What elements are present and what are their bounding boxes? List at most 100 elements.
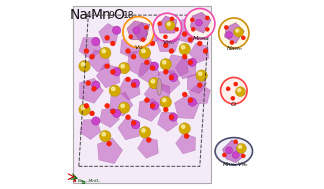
Polygon shape: [127, 21, 150, 40]
Circle shape: [197, 83, 202, 88]
Circle shape: [167, 22, 170, 26]
Polygon shape: [176, 133, 196, 154]
Polygon shape: [165, 55, 188, 79]
Circle shape: [232, 152, 239, 158]
Circle shape: [234, 82, 238, 86]
Circle shape: [90, 111, 95, 116]
Polygon shape: [118, 117, 140, 140]
Circle shape: [199, 72, 202, 75]
Circle shape: [79, 104, 90, 115]
Circle shape: [91, 86, 97, 91]
Circle shape: [219, 18, 249, 48]
Polygon shape: [175, 17, 201, 43]
Circle shape: [125, 77, 131, 82]
Circle shape: [102, 132, 106, 136]
Circle shape: [119, 102, 130, 113]
Circle shape: [129, 35, 133, 39]
Polygon shape: [127, 50, 153, 76]
Circle shape: [163, 43, 168, 48]
Circle shape: [141, 38, 145, 42]
Circle shape: [109, 85, 121, 96]
FancyBboxPatch shape: [73, 6, 211, 183]
Circle shape: [158, 22, 162, 26]
Text: a: a: [73, 178, 76, 183]
Circle shape: [112, 68, 121, 76]
Ellipse shape: [157, 78, 162, 95]
Circle shape: [188, 98, 196, 106]
Circle shape: [169, 49, 174, 53]
Circle shape: [203, 49, 208, 53]
Circle shape: [79, 60, 90, 72]
Circle shape: [184, 134, 189, 139]
Polygon shape: [175, 95, 199, 119]
Circle shape: [226, 87, 230, 91]
Text: O: O: [113, 8, 124, 22]
Circle shape: [110, 69, 115, 74]
Circle shape: [188, 58, 196, 67]
Polygon shape: [79, 78, 103, 103]
Circle shape: [231, 96, 235, 100]
Circle shape: [105, 64, 110, 69]
Circle shape: [237, 89, 241, 92]
Circle shape: [150, 26, 158, 34]
Circle shape: [195, 19, 202, 26]
Text: Na$_{Mn}$: Na$_{Mn}$: [226, 44, 243, 53]
Polygon shape: [136, 23, 161, 47]
Text: Mn$_{Na}$·V$_{Mn}$: Mn$_{Na}$·V$_{Mn}$: [222, 160, 249, 170]
Circle shape: [132, 121, 140, 129]
Circle shape: [181, 125, 185, 128]
Circle shape: [132, 79, 140, 87]
Circle shape: [163, 98, 166, 102]
Circle shape: [139, 47, 151, 59]
Circle shape: [142, 129, 145, 132]
Circle shape: [125, 115, 131, 120]
Circle shape: [110, 41, 115, 46]
Polygon shape: [156, 70, 180, 94]
Circle shape: [145, 35, 149, 40]
Circle shape: [163, 35, 168, 39]
Circle shape: [169, 73, 178, 82]
Circle shape: [188, 98, 193, 103]
Circle shape: [150, 41, 155, 46]
Circle shape: [121, 64, 124, 68]
Circle shape: [241, 154, 245, 158]
Circle shape: [179, 43, 191, 55]
Circle shape: [165, 21, 175, 30]
Circle shape: [222, 153, 226, 157]
Polygon shape: [99, 23, 119, 43]
Circle shape: [151, 80, 155, 83]
Circle shape: [132, 39, 140, 48]
Polygon shape: [224, 23, 244, 43]
Circle shape: [185, 9, 215, 39]
Circle shape: [191, 27, 195, 31]
Circle shape: [100, 47, 111, 59]
Circle shape: [100, 130, 111, 142]
Circle shape: [196, 70, 207, 81]
Polygon shape: [189, 43, 209, 63]
Polygon shape: [158, 16, 177, 33]
Circle shape: [182, 92, 187, 97]
Text: Na₀.₄₄MnO₂: Na₀.₄₄MnO₂: [78, 179, 101, 183]
Circle shape: [150, 102, 158, 110]
Polygon shape: [88, 50, 110, 72]
Circle shape: [230, 40, 234, 45]
Text: O$_i$: O$_i$: [230, 100, 238, 109]
Circle shape: [107, 141, 111, 146]
Circle shape: [145, 98, 149, 103]
Circle shape: [181, 46, 185, 49]
Circle shape: [236, 87, 245, 97]
Circle shape: [163, 61, 166, 64]
Circle shape: [86, 81, 91, 86]
Text: Mn$_{Na}$: Mn$_{Na}$: [192, 35, 209, 43]
Circle shape: [92, 117, 100, 125]
Polygon shape: [175, 57, 196, 79]
Polygon shape: [138, 137, 158, 158]
Circle shape: [92, 37, 100, 46]
Circle shape: [146, 137, 151, 142]
Circle shape: [179, 123, 191, 134]
Circle shape: [81, 106, 85, 109]
Circle shape: [163, 69, 168, 74]
Polygon shape: [144, 81, 170, 108]
Circle shape: [226, 147, 233, 154]
Polygon shape: [133, 23, 148, 42]
